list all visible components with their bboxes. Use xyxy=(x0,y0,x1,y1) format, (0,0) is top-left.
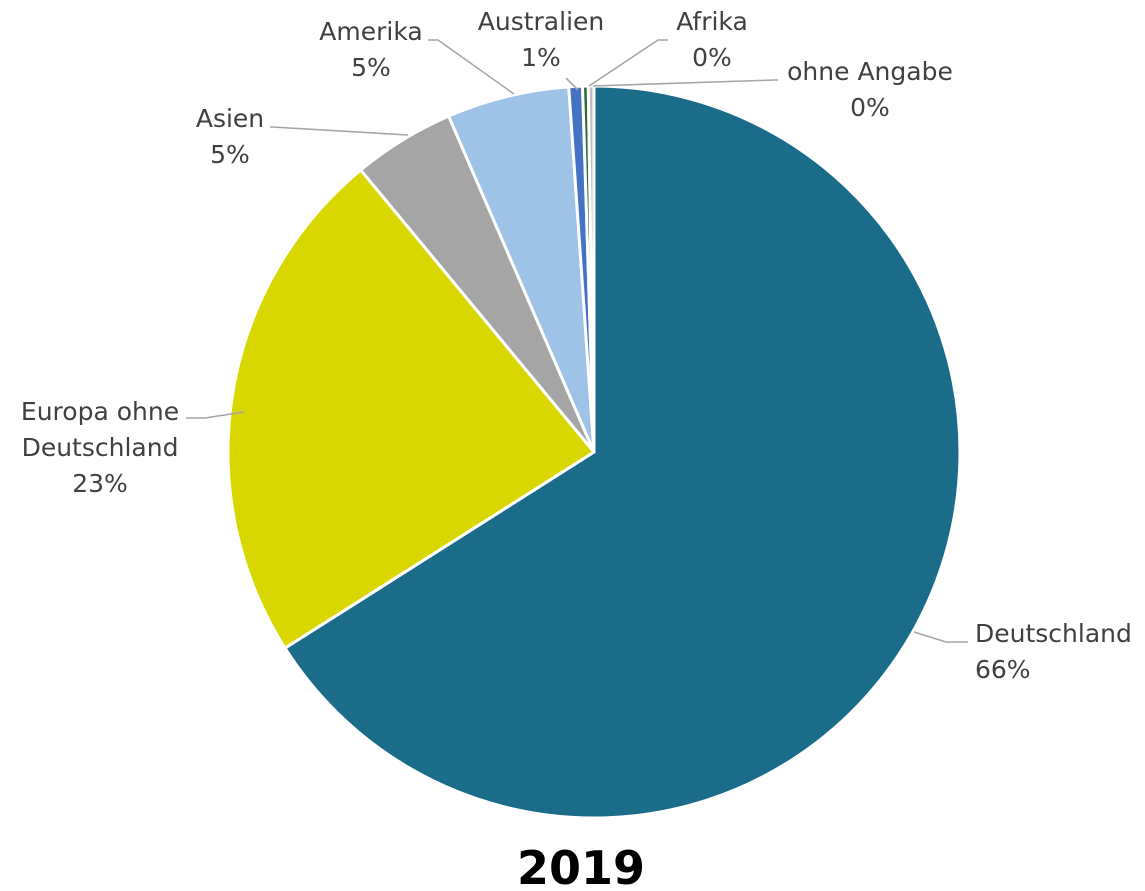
slice-labels: Deutschland 66% Europa ohne Deutschland 23% A… xyxy=(21,7,1132,684)
slice-label-europa-ohne-deutschland: Europa ohne Deutschland 23% xyxy=(21,397,179,498)
leader-line-afrika xyxy=(588,39,668,87)
slice-label-deutschland: Deutschland 66% xyxy=(975,619,1132,684)
chart-title: 2019 xyxy=(517,841,645,891)
leader-line-amerika xyxy=(428,39,515,95)
leader-line-asien xyxy=(270,126,409,136)
leader-line-deutschland xyxy=(913,631,968,643)
slice-label-afrika: Afrika 0% xyxy=(676,7,748,72)
pie-slice-deutschland xyxy=(283,84,962,820)
leader-line-australien xyxy=(565,77,579,91)
pie-slice-europa-ohne-deutschland xyxy=(226,168,596,650)
slice-label-australien: Australien 1% xyxy=(478,7,605,72)
leader-line-europa-ohne-deutschland xyxy=(186,411,245,419)
leader-lines xyxy=(186,39,968,643)
slice-label-asien: Asien 5% xyxy=(196,104,264,169)
leader-line-ohne-angabe xyxy=(592,79,778,87)
pie-slices xyxy=(226,84,962,820)
slice-label-amerika: Amerika 5% xyxy=(319,17,422,82)
slice-label-ohne-angabe: ohne Angabe 0% xyxy=(787,57,953,122)
